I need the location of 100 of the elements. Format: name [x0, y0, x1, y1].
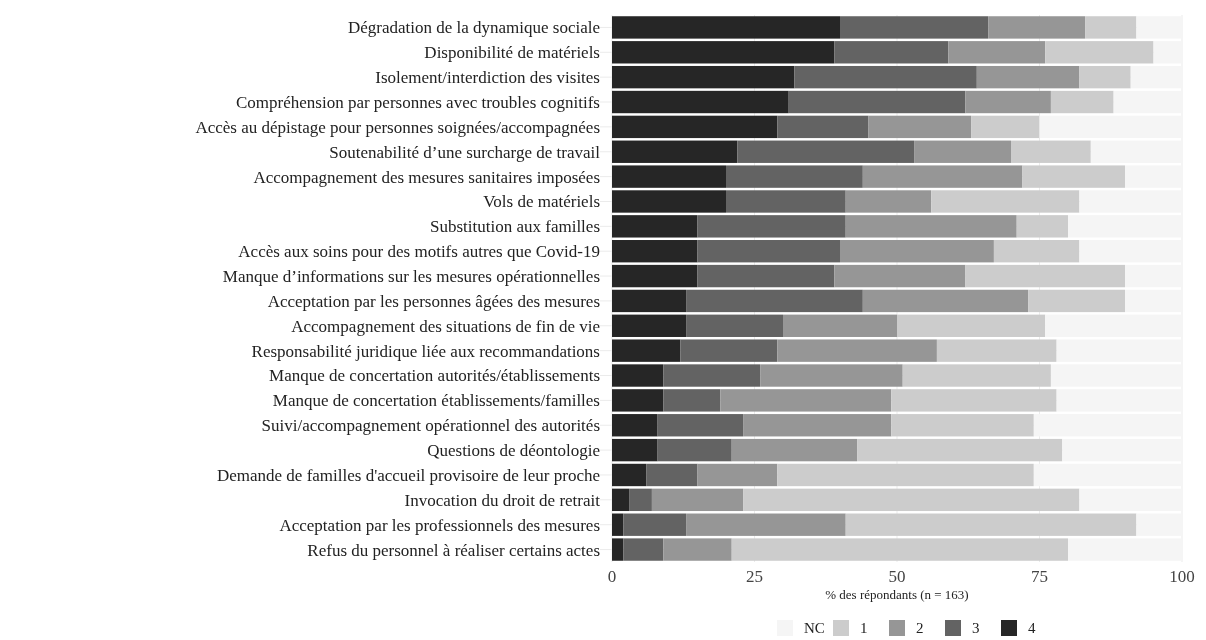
x-axis-title: % des répondants (n = 163)	[825, 587, 969, 602]
bar	[623, 538, 664, 561]
bar	[840, 240, 994, 263]
y-tick-label: Responsabilité juridique liée aux recommandations	[251, 341, 600, 361]
y-tick-label: Acceptation par les personnes âgées des mesures	[267, 291, 600, 311]
legend-label: NC	[804, 620, 825, 637]
bar	[612, 314, 687, 337]
bar	[612, 41, 835, 64]
bar	[862, 165, 1023, 188]
bar	[612, 90, 789, 114]
bar	[777, 339, 937, 362]
legend-label: 4	[1028, 620, 1036, 637]
y-tick-label: Questions de déontologie	[427, 441, 600, 461]
bar	[612, 488, 630, 512]
legend-label: 3	[972, 620, 980, 637]
bar	[612, 389, 664, 412]
y-tick-label: Compréhension par personnes avec troubles cognitifs	[236, 92, 600, 112]
bar	[726, 165, 863, 188]
bar	[840, 16, 989, 39]
bar	[737, 140, 915, 163]
bar	[612, 16, 840, 39]
bar	[971, 115, 1040, 139]
bar	[834, 264, 966, 288]
bar	[612, 463, 647, 487]
bar	[720, 389, 892, 412]
bar	[612, 364, 664, 387]
bar	[834, 41, 949, 64]
bar	[612, 140, 738, 163]
y-tick-label: Substitution aux familles	[430, 217, 600, 237]
bar	[680, 339, 778, 362]
y-tick-label: Refus du personnel à réaliser certains actes	[307, 540, 600, 560]
bar	[731, 438, 858, 462]
bar	[657, 414, 744, 437]
bar	[686, 314, 783, 337]
y-tick-label: Invocation du droit de retrait	[404, 490, 601, 510]
y-tick-label: Dégradation de la dynamique sociale	[347, 18, 600, 38]
bar	[612, 513, 624, 536]
bar	[612, 289, 687, 313]
y-tick-label: Vols de matériels	[483, 192, 600, 212]
bar	[629, 488, 652, 512]
x-tick-label: 100	[1169, 567, 1195, 586]
bar	[646, 463, 698, 487]
bar	[612, 414, 658, 437]
bar	[743, 488, 1080, 512]
bar	[612, 115, 778, 139]
bar	[897, 314, 1046, 337]
y-tick-label: Accès aux soins pour des motifs autres que Covid-19	[238, 242, 600, 262]
y-tick-label: Disponibilité de matériels	[424, 43, 600, 63]
bar	[612, 339, 681, 362]
y-tick-label: Acceptation par les professionnels des mesures	[279, 515, 600, 535]
bar	[788, 90, 966, 114]
bar	[612, 215, 698, 238]
bar	[760, 364, 903, 387]
bar	[612, 65, 795, 89]
bar	[612, 438, 658, 462]
legend-label: 2	[916, 620, 924, 637]
x-tick-label: 50	[888, 567, 906, 586]
bar	[914, 140, 1011, 163]
bar	[731, 538, 1068, 561]
y-tick-label: Accès au dépistage pour personnes soignées/accompagnées	[195, 117, 600, 137]
bar	[686, 513, 846, 536]
y-tick-label: Isolement/interdiction des visites	[375, 68, 600, 88]
bar	[657, 438, 732, 462]
bar	[988, 16, 1086, 39]
bar	[651, 488, 744, 512]
bar	[663, 538, 732, 561]
bar	[697, 215, 846, 238]
bar	[868, 115, 972, 139]
bar	[663, 364, 761, 387]
legend-label: 1	[860, 620, 868, 637]
bar	[743, 414, 892, 437]
y-tick-label: Demande de familles d'accueil provisoire de leur proche	[216, 465, 600, 485]
y-tick-label: Soutenabilité d’une surcharge de travail	[329, 142, 601, 162]
bar	[612, 538, 624, 561]
x-tick-label: 75	[1031, 567, 1048, 586]
bar	[1085, 16, 1137, 39]
bar	[845, 190, 932, 213]
bar	[697, 264, 835, 288]
bar	[612, 165, 726, 188]
bar	[612, 190, 726, 213]
bar	[976, 65, 1080, 89]
bar	[794, 65, 977, 89]
y-tick-label: Suivi/accompagnement opérationnel des autorités	[261, 416, 600, 436]
bar	[948, 41, 1046, 64]
bar	[862, 289, 1029, 313]
bar	[726, 190, 846, 213]
bar	[783, 314, 897, 337]
bar	[697, 240, 840, 263]
bar	[612, 240, 698, 263]
bar	[612, 264, 698, 288]
bar	[663, 389, 721, 412]
x-tick-label: 0	[607, 567, 617, 586]
y-tick-label: Manque d’informations sur les mesures opérationnelles	[222, 267, 600, 287]
bar	[623, 513, 687, 536]
bar	[965, 90, 1051, 114]
bar	[686, 289, 863, 313]
y-tick-label: Accompagnement des mesures sanitaires imposées	[253, 167, 600, 187]
bar	[845, 215, 1017, 238]
y-tick-label: Manque de concertation autorités/établissements	[269, 366, 600, 386]
y-tick-label: Manque de concertation établissements/familles	[272, 391, 600, 411]
